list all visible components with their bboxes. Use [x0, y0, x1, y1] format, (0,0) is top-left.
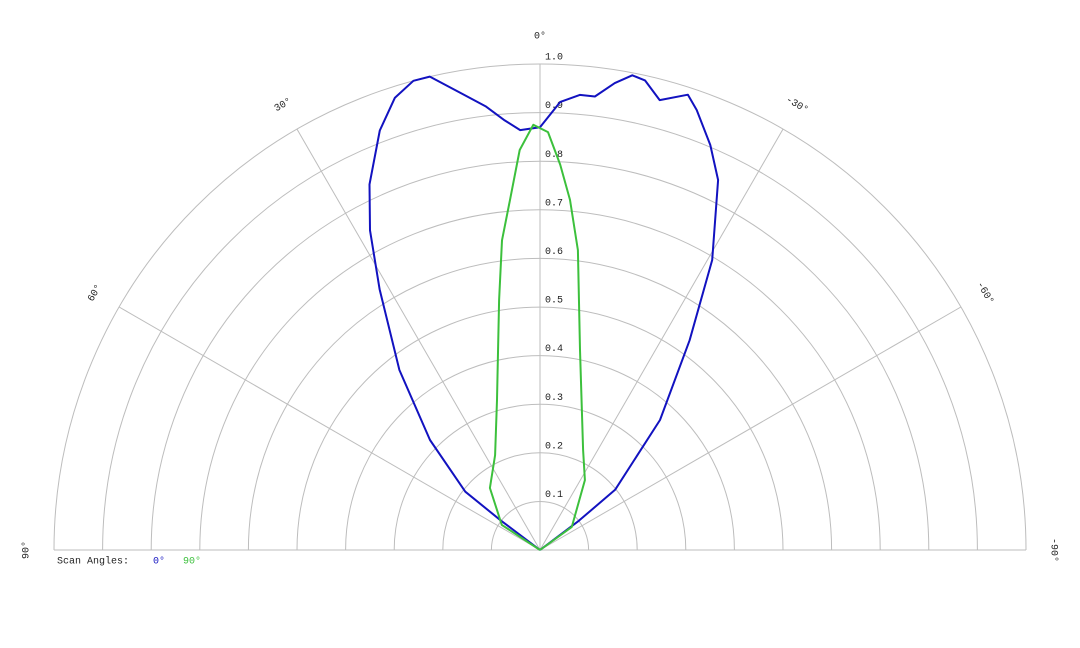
- grid-spoke: [118, 306, 541, 551]
- r-tick-label: 1.0: [545, 53, 563, 64]
- theta-tick-label: 30°: [272, 96, 294, 115]
- series-line: [368, 74, 720, 551]
- r-tick-label: 0.2: [545, 441, 563, 452]
- r-tick-label: 0.8: [545, 150, 563, 161]
- legend-entry: 0°: [153, 556, 165, 568]
- theta-tick-label: 0°: [534, 30, 546, 42]
- series-line: [488, 123, 586, 551]
- r-tick-label: 0.7: [545, 198, 563, 209]
- r-tick-label: 0.6: [545, 247, 563, 258]
- r-tick-label: 0.3: [545, 393, 563, 404]
- legend-title: Scan Angles:: [57, 556, 129, 568]
- grid-spoke: [296, 128, 541, 551]
- r-tick-label: 0.5: [545, 296, 563, 307]
- theta-tick-label: -30°: [783, 94, 810, 116]
- legend-entry: 90°: [183, 556, 201, 568]
- theta-tick-label: -90°: [1048, 538, 1060, 562]
- r-tick-label: 0.9: [545, 101, 563, 112]
- r-tick-label: 0.4: [545, 344, 563, 355]
- grid-spoke: [539, 128, 784, 551]
- theta-tick-label: 90°: [20, 541, 32, 559]
- theta-tick-label: 60°: [86, 282, 105, 304]
- grid-spoke: [539, 306, 962, 551]
- r-tick-label: 0.1: [545, 490, 563, 501]
- theta-tick-label: -60°: [974, 280, 996, 307]
